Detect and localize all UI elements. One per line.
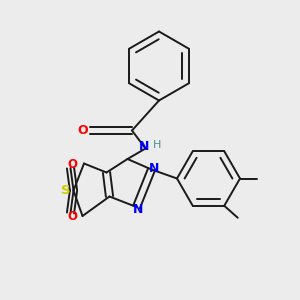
Text: H: H xyxy=(153,140,162,150)
Text: N: N xyxy=(149,161,159,175)
Text: O: O xyxy=(67,209,77,223)
Text: N: N xyxy=(139,140,149,154)
Text: S: S xyxy=(61,184,71,197)
Text: O: O xyxy=(67,158,77,172)
Text: O: O xyxy=(77,124,88,137)
Text: N: N xyxy=(133,203,143,216)
